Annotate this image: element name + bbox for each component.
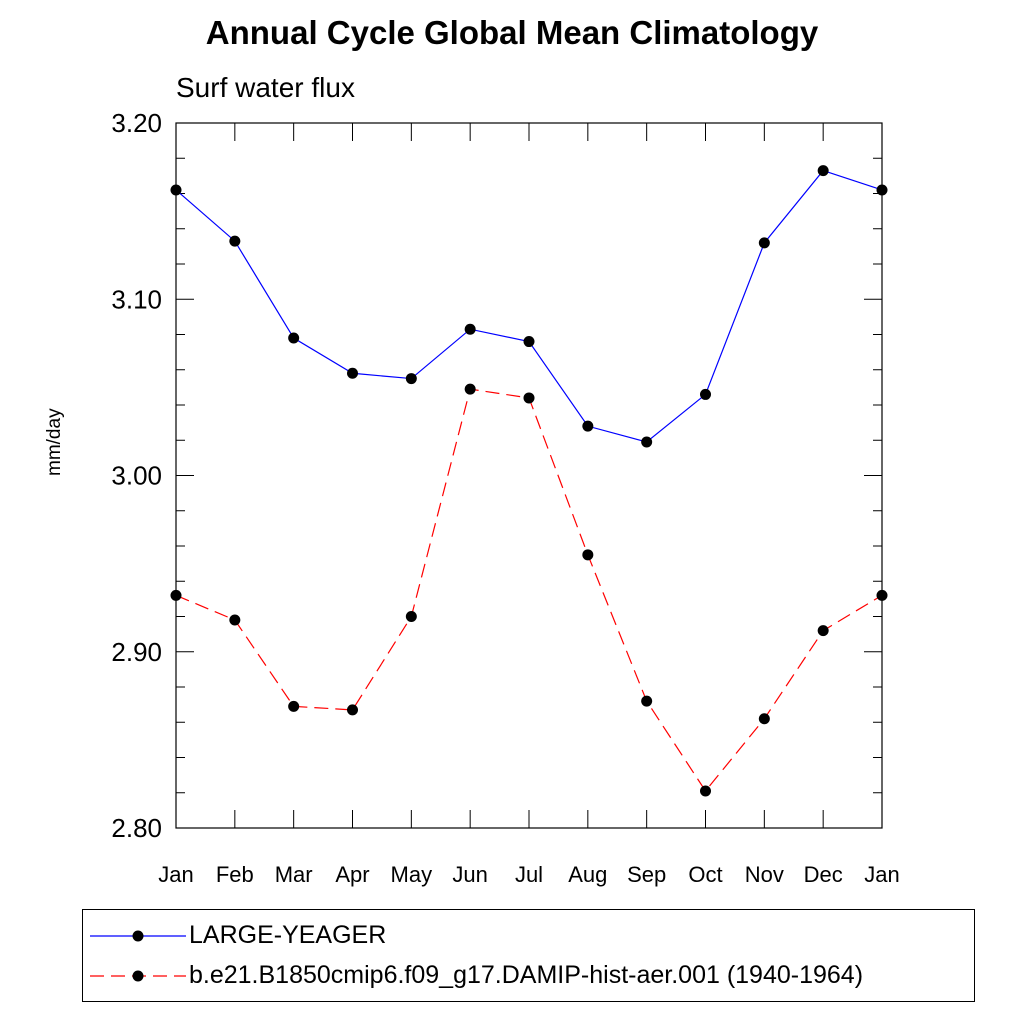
x-tick-label: May [391, 862, 433, 887]
data-point-series-1 [758, 237, 770, 249]
legend-label-series-2: b.e21.B1850cmip6.f09_g17.DAMIP-hist-aer.… [189, 961, 864, 989]
x-tick-label: Nov [745, 862, 784, 887]
y-tick-label: 2.90 [111, 637, 162, 667]
data-point-series-2 [582, 549, 594, 561]
x-tick-label: Feb [216, 862, 254, 887]
y-tick-label: 3.00 [111, 461, 162, 491]
data-point-series-2 [758, 713, 770, 725]
data-point-series-2 [347, 704, 358, 716]
series-line-2 [175, 388, 883, 793]
data-point-series-1 [523, 336, 535, 348]
data-point-series-1 [464, 323, 476, 335]
chart-subtitle: Surf water flux [176, 72, 355, 103]
x-tick-label: Mar [275, 862, 313, 887]
data-point-series-1 [288, 332, 300, 344]
x-tick-label: Dec [804, 862, 843, 887]
data-point-series-2 [229, 614, 241, 626]
data-point-series-1 [876, 184, 888, 196]
x-tick-label: Sep [627, 862, 666, 887]
data-point-series-1 [347, 367, 358, 379]
data-point-series-2 [817, 625, 829, 637]
data-point-series-2 [288, 700, 300, 712]
data-point-series-2 [464, 383, 476, 395]
x-tick-label: Apr [335, 862, 369, 887]
legend-marker-series-1 [132, 930, 144, 942]
data-point-series-2 [641, 695, 653, 707]
y-tick-label: 3.20 [111, 108, 162, 138]
data-point-series-1 [170, 184, 182, 196]
x-tick-label: Jul [515, 862, 543, 887]
data-point-series-1 [582, 420, 594, 432]
x-tick-label: Jun [452, 862, 487, 887]
legend: LARGE-YEAGER b.e21.B1850cmip6.f09_g17.DA… [82, 909, 975, 1002]
data-point-series-2 [523, 392, 535, 404]
data-point-series-1 [641, 436, 653, 448]
legend-marker-series-2 [132, 970, 144, 982]
legend-label-series-1: LARGE-YEAGER [189, 921, 387, 949]
data-point-series-2 [876, 589, 888, 601]
data-point-series-1 [229, 235, 241, 247]
data-point-series-1 [817, 165, 829, 177]
x-tick-label: Jan [864, 862, 899, 887]
data-point-series-2 [170, 589, 182, 601]
x-tick-label: Oct [688, 862, 722, 887]
chart-title: Annual Cycle Global Mean Climatology [205, 14, 819, 51]
data-point-series-2 [405, 611, 417, 622]
data-point-series-2 [700, 785, 711, 797]
y-tick-label: 2.80 [111, 813, 162, 843]
y-tick-label: 3.10 [111, 284, 162, 314]
data-point-series-1 [700, 388, 711, 400]
x-tick-label: Aug [568, 862, 607, 887]
x-tick-label: Jan [158, 862, 193, 887]
data-point-series-1 [405, 373, 417, 385]
